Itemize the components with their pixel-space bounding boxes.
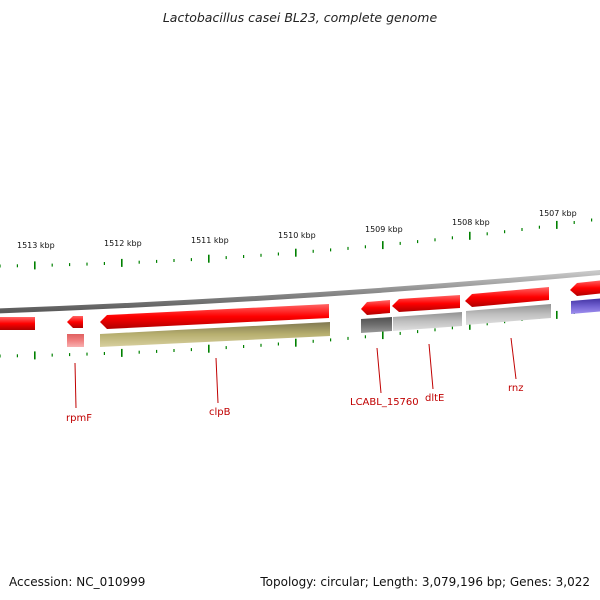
scale-label-1510: 1510 kbp: [278, 231, 316, 240]
gene-arrow-LCABL-15760[interactable]: [361, 300, 390, 315]
genome-summary-text: Topology: circular; Length: 3,079,196 bp…: [260, 575, 590, 589]
scale-label-1508: 1508 kbp: [452, 218, 490, 227]
scale-label-1507: 1507 kbp: [539, 209, 577, 218]
feature-track-strand: [0, 280, 600, 330]
scale-label-1509: 1509 kbp: [365, 225, 403, 234]
gene-label-rnz[interactable]: rnz: [508, 383, 524, 394]
feature-track-type: [67, 298, 600, 347]
gene-label-dltE[interactable]: dltE: [425, 393, 444, 404]
gene-arrow[interactable]: [0, 317, 35, 330]
gene-label-clpB[interactable]: clpB: [209, 407, 231, 418]
gene-label-rpmF[interactable]: rpmF: [66, 413, 92, 424]
cds-block-rnz[interactable]: [466, 304, 551, 325]
gene-label-LCABL-15760[interactable]: LCABL_15760: [350, 397, 419, 408]
scale-label-1512: 1512 kbp: [104, 239, 142, 248]
map-title: Lactobacillus casei BL23, complete genom…: [162, 10, 438, 25]
cds-block-dltE[interactable]: [393, 312, 462, 331]
accession-text: Accession: NC_010999: [9, 575, 146, 589]
genome-backbone: [0, 269, 600, 314]
cds-block-blue[interactable]: [571, 298, 600, 314]
scale-label-1511: 1511 kbp: [191, 236, 229, 245]
gene-label-lines: [74, 337, 517, 409]
gene-arrow-rpmF[interactable]: [67, 316, 83, 328]
scale-labels: 1513 kbp 1512 kbp 1511 kbp 1510 kbp 1509…: [17, 209, 577, 250]
outer-scale-ticks: [0, 218, 593, 270]
cds-block-LCABL-15760[interactable]: [361, 317, 392, 333]
gene-arrow[interactable]: [570, 280, 600, 296]
gene-arrow-clpB[interactable]: [100, 304, 329, 329]
scale-label-1513: 1513 kbp: [17, 241, 55, 250]
gene-arrow-dltE[interactable]: [392, 295, 460, 312]
gene-labels: rpmF clpB LCABL_15760 dltE rnz: [66, 383, 524, 424]
gene-arrow-rnz[interactable]: [465, 287, 549, 307]
inner-scale-ticks: [0, 308, 593, 360]
rna-block-rpmF[interactable]: [67, 334, 84, 347]
cds-block-clpB[interactable]: [100, 322, 330, 347]
